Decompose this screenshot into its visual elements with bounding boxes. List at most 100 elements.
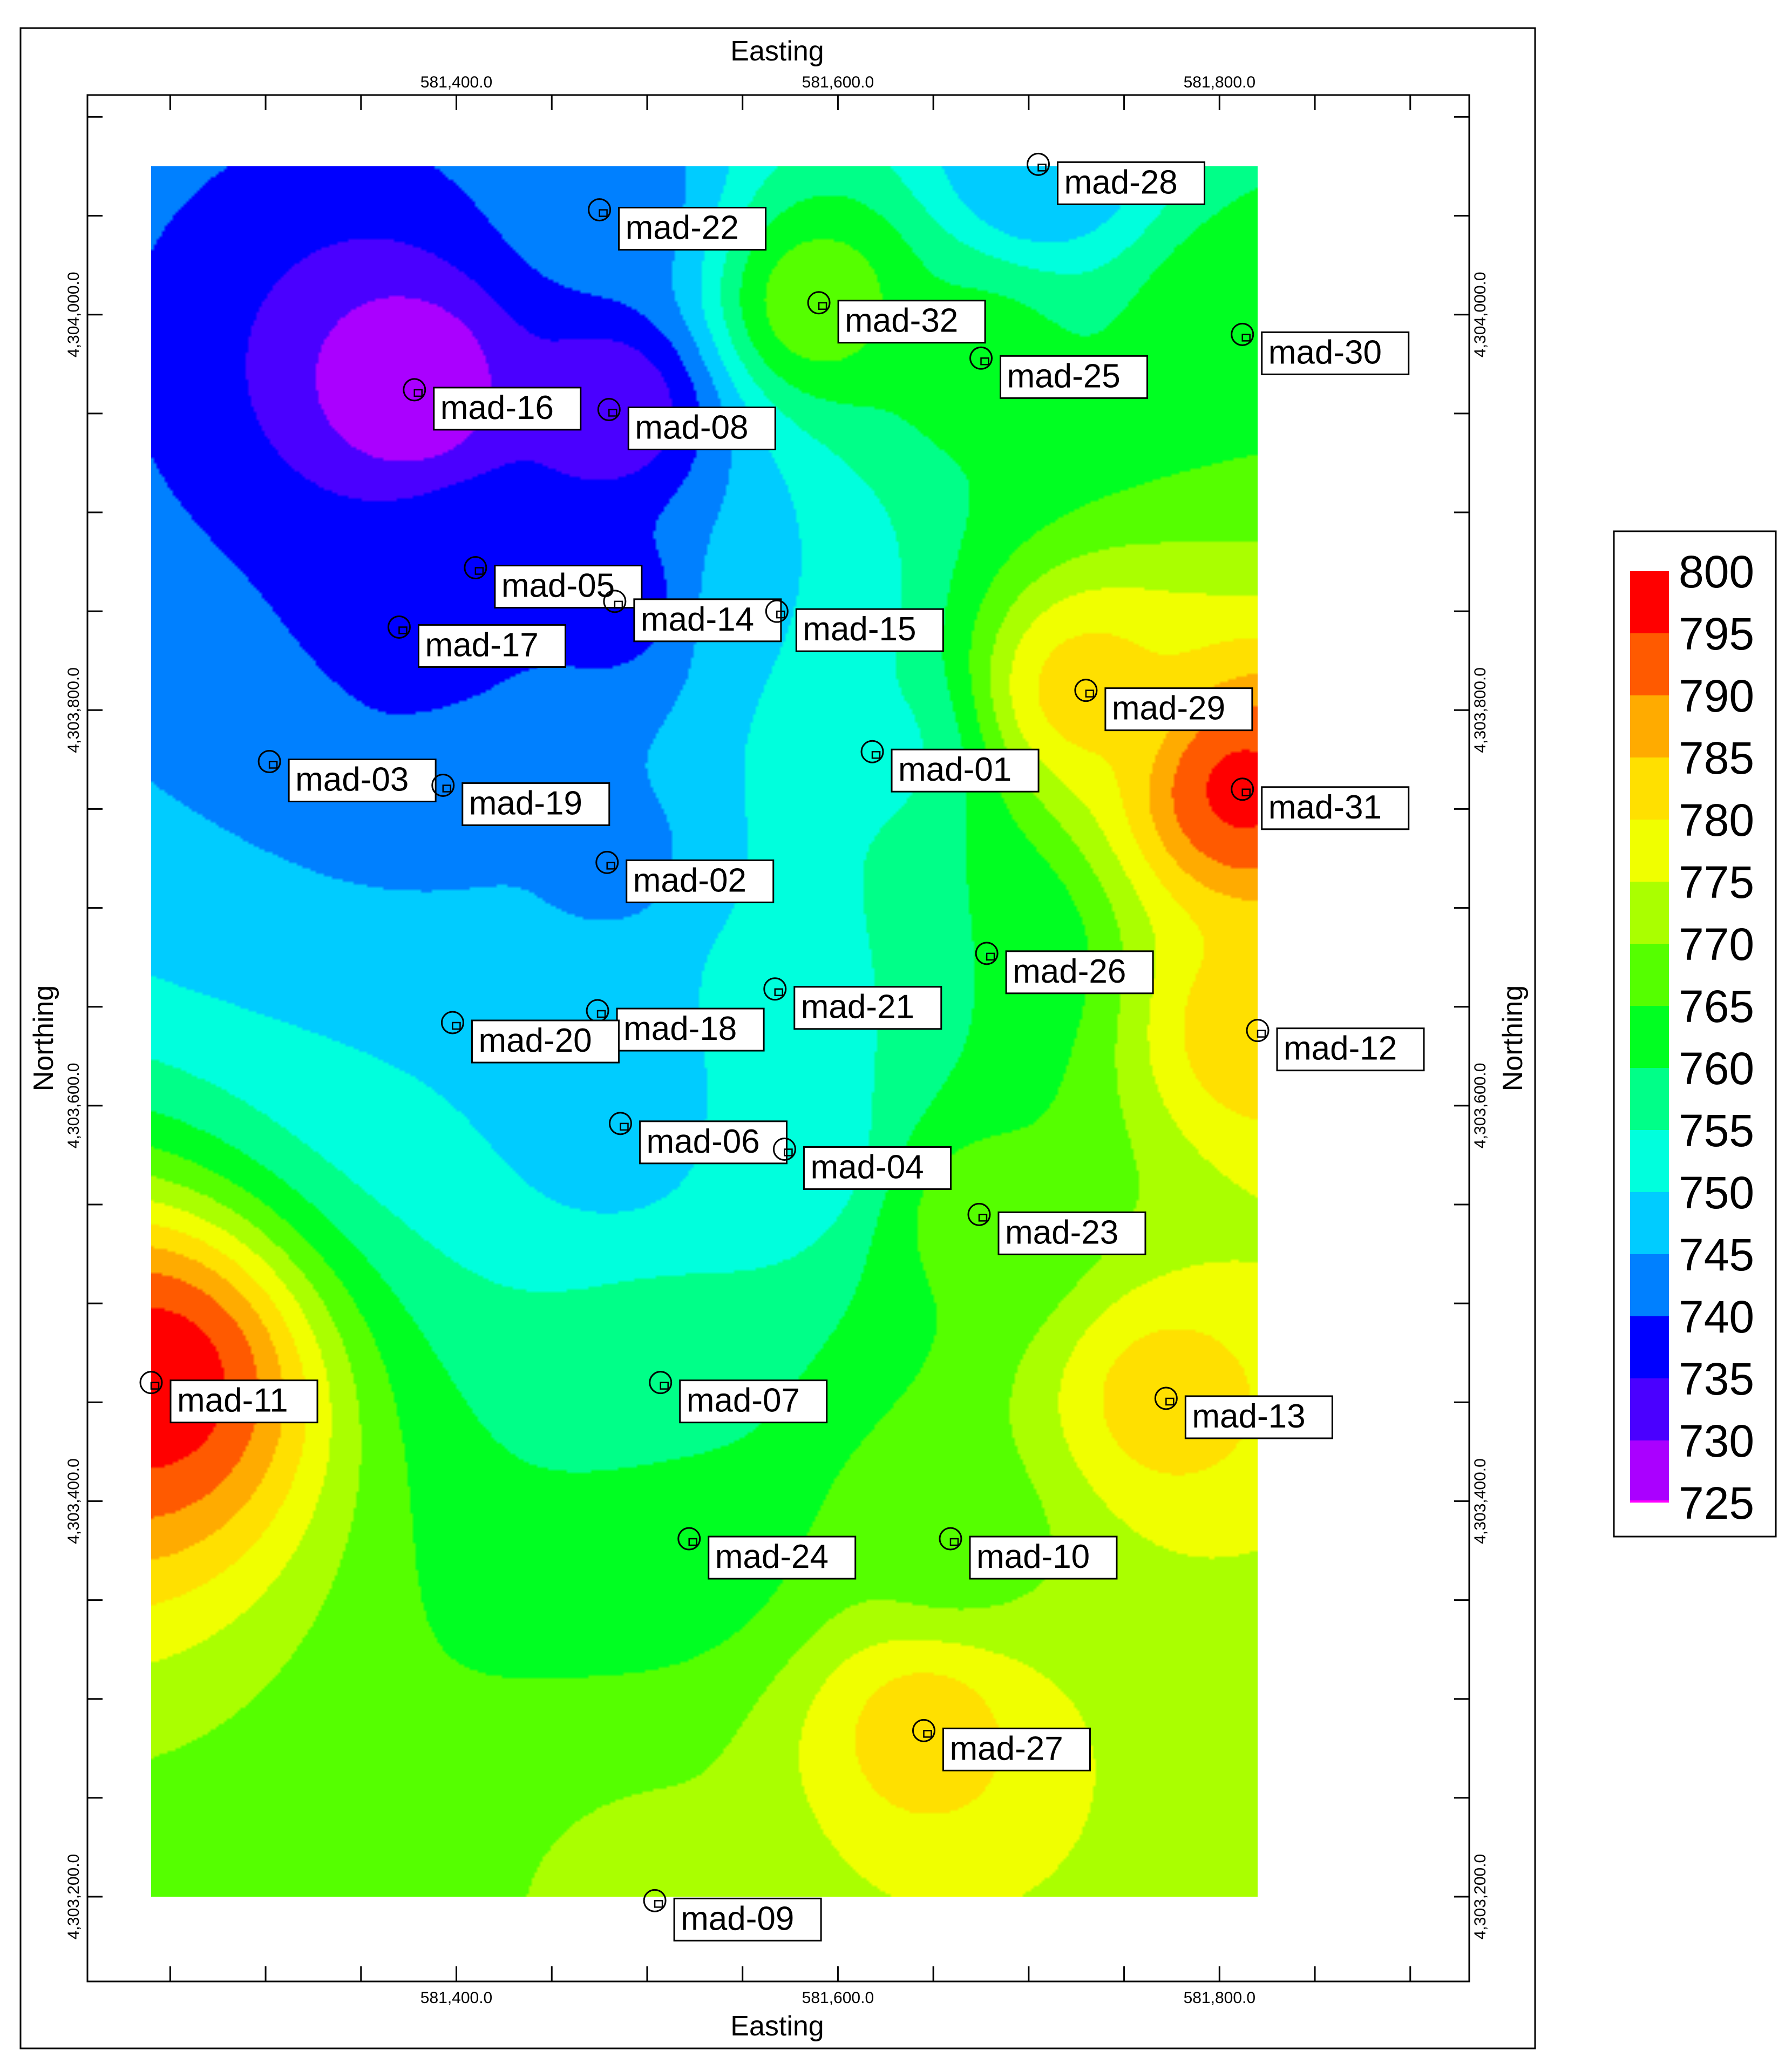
well-label: mad-22 xyxy=(626,209,739,247)
well-symbol-icon xyxy=(387,615,411,639)
well-marker[interactable]: mad-01 xyxy=(860,740,1040,793)
legend-label: 750 xyxy=(1679,1167,1754,1218)
well-label-box xyxy=(795,608,944,652)
y-tick-label-left: 4,304,000.0 xyxy=(65,272,83,357)
well-label-box xyxy=(708,1535,857,1580)
well-marker[interactable]: mad-18 xyxy=(586,999,765,1052)
y-ticks-left: 4,304,000.0 4,303,800.0 4,303,600.0 4,303,4… xyxy=(65,116,103,1939)
well-marker[interactable]: mad-19 xyxy=(431,773,610,826)
well-label: mad-32 xyxy=(845,302,958,340)
color-legend: 800 795 790 785 780 775 770 765 760 755 750 745 740 7… xyxy=(1613,530,1777,1538)
legend-swatch xyxy=(1630,1006,1669,1068)
well-marker[interactable]: mad-10 xyxy=(939,1527,1118,1580)
legend-swatch xyxy=(1630,1440,1669,1503)
legend-label: 795 xyxy=(1679,608,1754,659)
well-label: mad-19 xyxy=(469,784,582,822)
well-marker[interactable]: mad-07 xyxy=(649,1371,828,1424)
well-label: mad-30 xyxy=(1268,334,1382,371)
well-marker[interactable]: mad-26 xyxy=(975,942,1154,995)
well-label: mad-06 xyxy=(646,1123,759,1160)
legend-swatch xyxy=(1630,695,1669,757)
well-marker[interactable]: mad-21 xyxy=(763,977,942,1030)
well-marker[interactable]: mad-14 xyxy=(603,590,782,642)
well-marker[interactable]: mad-03 xyxy=(257,750,437,803)
x-axis-title-bottom: Easting xyxy=(730,2011,824,2042)
well-label-box xyxy=(639,1120,788,1165)
well-marker[interactable]: mad-11 xyxy=(139,1371,318,1424)
x-tick-label-top: 581,400.0 xyxy=(420,73,492,91)
well-symbol-icon xyxy=(643,1889,667,1912)
outer-frame xyxy=(19,27,1536,2049)
well-marker[interactable]: mad-09 xyxy=(643,1889,822,1942)
well-marker[interactable]: mad-04 xyxy=(772,1137,952,1190)
well-marker[interactable]: mad-06 xyxy=(608,1112,788,1165)
well-symbol-icon xyxy=(1074,679,1098,702)
y-tick-label-right: 4,303,400.0 xyxy=(1471,1458,1489,1544)
well-marker[interactable]: mad-22 xyxy=(588,198,767,251)
well-marker[interactable]: mad-17 xyxy=(387,615,566,668)
well-symbol-icon xyxy=(431,773,455,797)
well-label-box xyxy=(679,1379,828,1424)
well-marker[interactable]: mad-24 xyxy=(677,1527,857,1580)
well-flag-icon xyxy=(1241,788,1251,797)
well-marker[interactable]: mad-02 xyxy=(595,850,775,903)
well-marker[interactable]: mad-29 xyxy=(1074,679,1253,732)
legend-label: 775 xyxy=(1679,857,1754,908)
well-symbol-icon xyxy=(969,346,993,370)
well-label: mad-28 xyxy=(1064,164,1178,201)
well-label: mad-04 xyxy=(810,1148,924,1186)
well-marker[interactable]: mad-20 xyxy=(440,1011,620,1064)
well-label: mad-15 xyxy=(803,611,916,648)
well-marker[interactable]: mad-27 xyxy=(912,1719,1091,1771)
well-marker[interactable]: mad-23 xyxy=(967,1202,1146,1255)
well-marker[interactable]: mad-16 xyxy=(403,378,582,431)
well-marker[interactable]: mad-32 xyxy=(807,291,986,344)
well-label: mad-01 xyxy=(898,751,1012,788)
well-symbol-icon xyxy=(464,556,487,580)
legend-swatch xyxy=(1630,820,1669,882)
well-marker[interactable]: mad-28 xyxy=(1027,152,1206,205)
well-flag-icon xyxy=(606,862,615,870)
well-flag-icon xyxy=(774,988,784,996)
well-flag-icon xyxy=(784,1148,793,1156)
well-symbol-icon xyxy=(139,1371,163,1395)
well-marker[interactable]: mad-30 xyxy=(1231,322,1410,375)
well-label: mad-29 xyxy=(1112,690,1225,727)
well-flag-icon xyxy=(452,1022,461,1030)
well-flag-icon xyxy=(978,1214,988,1222)
well-label-box xyxy=(1261,331,1410,375)
legend-label: 740 xyxy=(1679,1291,1754,1342)
well-symbol-icon xyxy=(257,750,281,774)
legend-swatch xyxy=(1630,1378,1669,1440)
y-tick-label-left: 4,303,600.0 xyxy=(65,1063,83,1148)
legend-label: 745 xyxy=(1679,1229,1754,1280)
well-flag-icon xyxy=(620,1122,629,1131)
well-label: mad-11 xyxy=(177,1382,288,1419)
well-symbol-icon xyxy=(1231,777,1254,801)
well-symbol-icon xyxy=(649,1371,673,1395)
well-marker[interactable]: mad-13 xyxy=(1154,1386,1333,1439)
legend-swatch xyxy=(1630,882,1669,944)
well-symbol-icon xyxy=(1154,1386,1178,1410)
well-label: mad-23 xyxy=(1005,1214,1118,1251)
well-symbol-icon xyxy=(765,599,789,623)
well-flag-icon xyxy=(614,600,623,609)
well-label: mad-14 xyxy=(641,601,754,638)
well-label-box xyxy=(1276,1027,1425,1072)
well-label-box xyxy=(891,748,1040,793)
well-marker[interactable]: mad-25 xyxy=(969,346,1148,399)
well-flag-icon xyxy=(1257,1030,1266,1038)
well-marker[interactable]: mad-31 xyxy=(1231,777,1410,830)
x-ticks-top: 581,400.0 581,600.0 581,800.0 xyxy=(169,73,1411,110)
well-marker[interactable]: mad-08 xyxy=(597,398,776,451)
well-marker[interactable]: mad-05 xyxy=(464,556,643,609)
well-label: mad-25 xyxy=(1007,357,1121,395)
y-ticks-right: 4,304,000.0 4,303,800.0 4,303,600.0 4,303,4… xyxy=(1454,116,1489,1939)
well-label-box xyxy=(1184,1395,1333,1439)
well-flag-icon xyxy=(980,357,989,366)
legend-swatch xyxy=(1630,633,1669,695)
well-symbol-icon xyxy=(597,398,621,422)
well-marker[interactable]: mad-12 xyxy=(1246,1019,1425,1072)
well-marker[interactable]: mad-15 xyxy=(765,599,944,652)
well-symbol-icon xyxy=(403,378,426,402)
